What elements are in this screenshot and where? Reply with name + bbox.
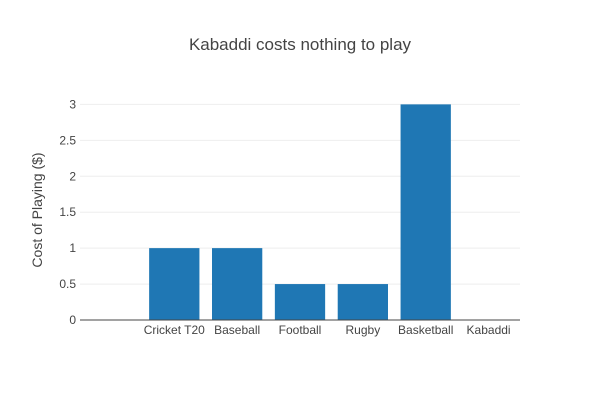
y-tick-label: 3 <box>69 97 76 111</box>
y-tick-label: 2.5 <box>59 133 76 147</box>
y-tick-label: 2 <box>69 169 76 183</box>
x-tick-label: Football <box>279 323 322 337</box>
bars-layer <box>149 104 451 320</box>
x-tick-label: Baseball <box>214 323 260 337</box>
x-tick-label: Kabaddi <box>467 323 511 337</box>
y-tick-labels: 0 0.5 1 1.5 2 2.5 3 <box>59 97 76 327</box>
x-tick-label: Rugby <box>346 323 381 337</box>
chart-title: Kabaddi costs nothing to play <box>189 35 412 54</box>
bar[interactable] <box>149 248 200 320</box>
x-tick-label: Cricket T20 <box>144 323 205 337</box>
bar[interactable] <box>400 104 451 320</box>
y-tick-label: 0 <box>69 313 76 327</box>
y-tick-label: 0.5 <box>59 277 76 291</box>
x-tick-label: Basketball <box>398 323 453 337</box>
x-tick-labels: Cricket T20 Baseball Football Rugby Basketba… <box>144 323 511 337</box>
grid-layer <box>80 103 520 285</box>
y-tick-label: 1 <box>69 241 76 255</box>
bar[interactable] <box>337 284 388 320</box>
bar[interactable] <box>212 248 263 320</box>
y-axis-title: Cost of Playing ($) <box>29 152 45 267</box>
y-tick-label: 1.5 <box>59 205 76 219</box>
bar[interactable] <box>274 284 326 320</box>
